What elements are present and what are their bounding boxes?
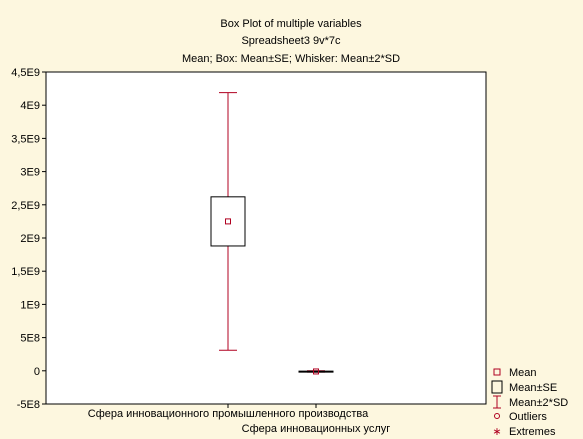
y-tick-label: 1,5E9 [11, 266, 40, 278]
legend: ∗ Mean Mean±SE Mean±2*SD Outliers Extremes [491, 367, 568, 438]
y-tick-label: 0 [34, 366, 40, 378]
x-axis: Сфера инновационного промышленного произ… [88, 404, 391, 435]
legend-mean-swatch [493, 368, 501, 376]
y-tick-label: 3,5E9 [11, 133, 40, 145]
se-box [298, 370, 334, 373]
y-tick-label: 4,5E9 [11, 67, 40, 79]
chart-title: Box Plot of multiple variables Spreadshee… [182, 18, 400, 65]
se-box [210, 196, 246, 247]
y-tick-label: 4E9 [20, 100, 40, 112]
box-marks [210, 92, 334, 375]
y-tick-label: 3E9 [20, 167, 40, 179]
legend-label: Extremes [509, 426, 556, 438]
legend-label: Mean±2*SD [509, 397, 568, 409]
legend-label: Mean±SE [509, 382, 557, 394]
legend-outlier-swatch [494, 413, 500, 419]
x-category-label: Сфера инновационного промышленного произ… [88, 408, 369, 420]
y-axis: -5E8 0 5E8 1E9 1,5E9 2E9 2,5E9 3E9 3,5E9 4E9 4,5E9 [11, 67, 46, 411]
y-tick-label: 1E9 [20, 299, 40, 311]
y-tick-label: -5E8 [17, 399, 40, 411]
y-tick-label: 2,5E9 [11, 200, 40, 212]
legend-se-swatch [491, 380, 503, 394]
title-line: Box Plot of multiple variables [220, 18, 362, 30]
y-tick-label: 5E8 [20, 333, 40, 345]
box-series [298, 368, 334, 375]
legend-extreme-swatch: ∗ [492, 426, 501, 438]
x-category-label: Сфера инновационных услуг [242, 423, 391, 435]
title-line: Spreadsheet3 9v*7c [241, 35, 341, 47]
plot-area [45, 71, 487, 405]
legend-label: Mean [509, 367, 537, 379]
mean-marker [313, 368, 319, 375]
title-line: Mean; Box: Mean±SE; Whisker: Mean±2*SD [182, 53, 400, 65]
y-tick-label: 2E9 [20, 233, 40, 245]
mean-marker [225, 218, 231, 225]
box-series [210, 92, 246, 351]
legend-label: Outliers [509, 411, 547, 423]
